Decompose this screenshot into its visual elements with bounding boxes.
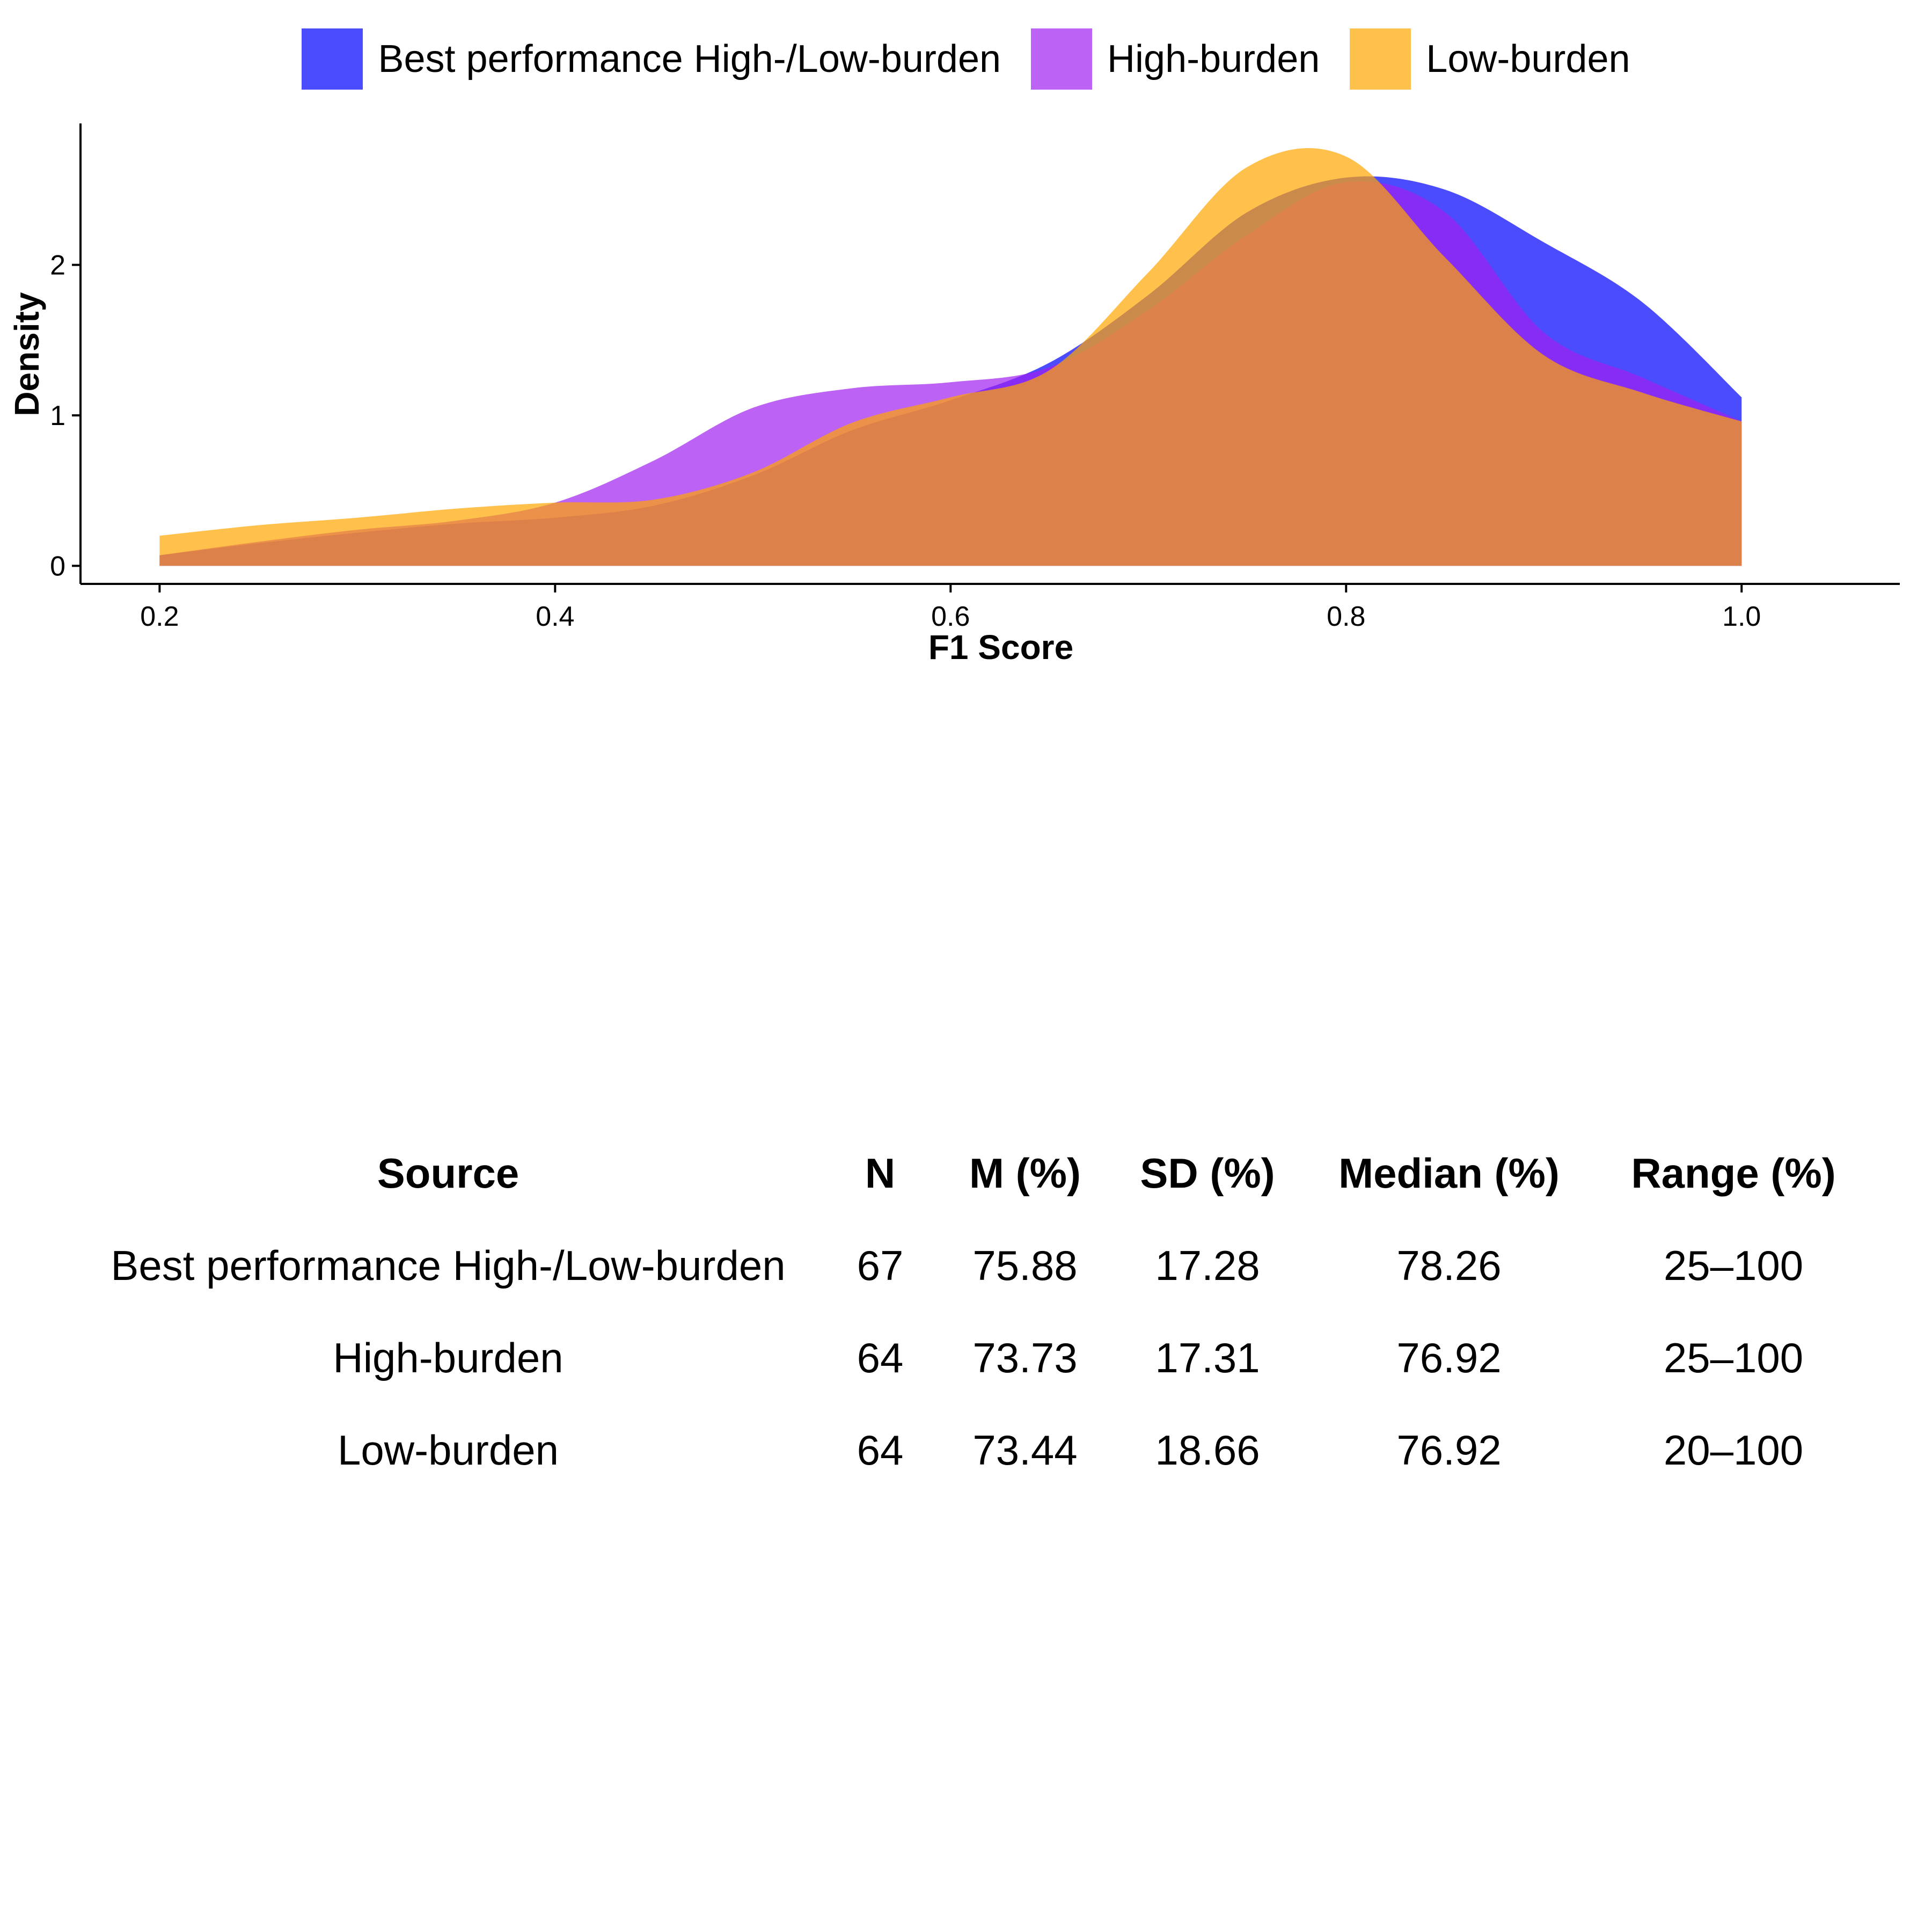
cell-median: 76.92 [1396, 1334, 1502, 1381]
header-sd: SD (%) [1140, 1150, 1275, 1197]
header-source: Source [377, 1150, 519, 1197]
cell-median: 76.92 [1396, 1426, 1502, 1474]
x-axis-label: F1 Score [928, 628, 1073, 667]
cell-source: Low-burden [338, 1426, 559, 1474]
legend-item-high-burden: High-burden [1031, 28, 1320, 90]
y-tick-label: 0 [50, 551, 65, 582]
header-median: Median (%) [1338, 1150, 1560, 1197]
cell-mean: 73.73 [972, 1334, 1078, 1381]
density-chart: 0.2 0.4 0.6 0.8 1.0 0 1 2 F1 Score Density [8, 123, 1900, 667]
y-axis-ticks: 0 1 2 [50, 250, 80, 582]
x-tick-label: 0.8 [1327, 601, 1365, 632]
header-n: N [865, 1150, 896, 1197]
cell-n: 67 [857, 1242, 904, 1289]
cell-n: 64 [857, 1334, 904, 1381]
x-tick-label: 1.0 [1722, 601, 1761, 632]
legend-label: High-burden [1107, 38, 1320, 80]
legend-label: Best performance High-/Low-burden [378, 38, 1001, 80]
cell-range: 25–100 [1663, 1242, 1804, 1289]
table-row: High-burden 64 73.73 17.31 76.92 25–100 [0, 1312, 1932, 1404]
summary-table: Source N M (%) SD (%) Median (%) Range (… [0, 1127, 1932, 1496]
cell-range: 20–100 [1663, 1426, 1804, 1474]
cell-range: 25–100 [1663, 1334, 1804, 1381]
table-header-row: Source N M (%) SD (%) Median (%) Range (… [0, 1127, 1932, 1219]
header-range: Range (%) [1631, 1150, 1836, 1197]
legend-item-low-burden: Low-burden [1350, 28, 1630, 90]
legend-item-best-performance: Best performance High-/Low-burden [302, 28, 1001, 90]
x-tick-label: 0.2 [140, 601, 179, 632]
x-axis-ticks: 0.2 0.4 0.6 0.8 1.0 [140, 584, 1761, 632]
density-area-2 [159, 148, 1742, 566]
cell-source: High-burden [333, 1334, 564, 1381]
legend-swatch [1031, 28, 1093, 90]
table-row: Low-burden 64 73.44 18.66 76.92 20–100 [0, 1404, 1932, 1496]
cell-sd: 18.66 [1155, 1426, 1260, 1474]
x-tick-label: 0.4 [536, 601, 574, 632]
cell-sd: 17.28 [1155, 1242, 1260, 1289]
y-tick-label: 2 [50, 250, 65, 281]
cell-mean: 73.44 [972, 1426, 1078, 1474]
cell-mean: 75.88 [972, 1242, 1078, 1289]
legend-swatch [1350, 28, 1411, 90]
cell-median: 78.26 [1396, 1242, 1502, 1289]
legend-swatch [302, 28, 363, 90]
cell-n: 64 [857, 1426, 904, 1474]
header-mean: M (%) [969, 1150, 1081, 1197]
table-row: Best performance High-/Low-burden 67 75.… [0, 1219, 1932, 1312]
cell-sd: 17.31 [1155, 1334, 1260, 1381]
y-axis-label: Density [8, 292, 46, 416]
legend-label: Low-burden [1426, 38, 1630, 80]
density-areas [159, 148, 1742, 566]
cell-source: Best performance High-/Low-burden [111, 1242, 786, 1289]
legend: Best performance High-/Low-burden High-b… [0, 21, 1932, 97]
y-tick-label: 1 [50, 400, 65, 431]
x-tick-label: 0.6 [931, 601, 970, 632]
